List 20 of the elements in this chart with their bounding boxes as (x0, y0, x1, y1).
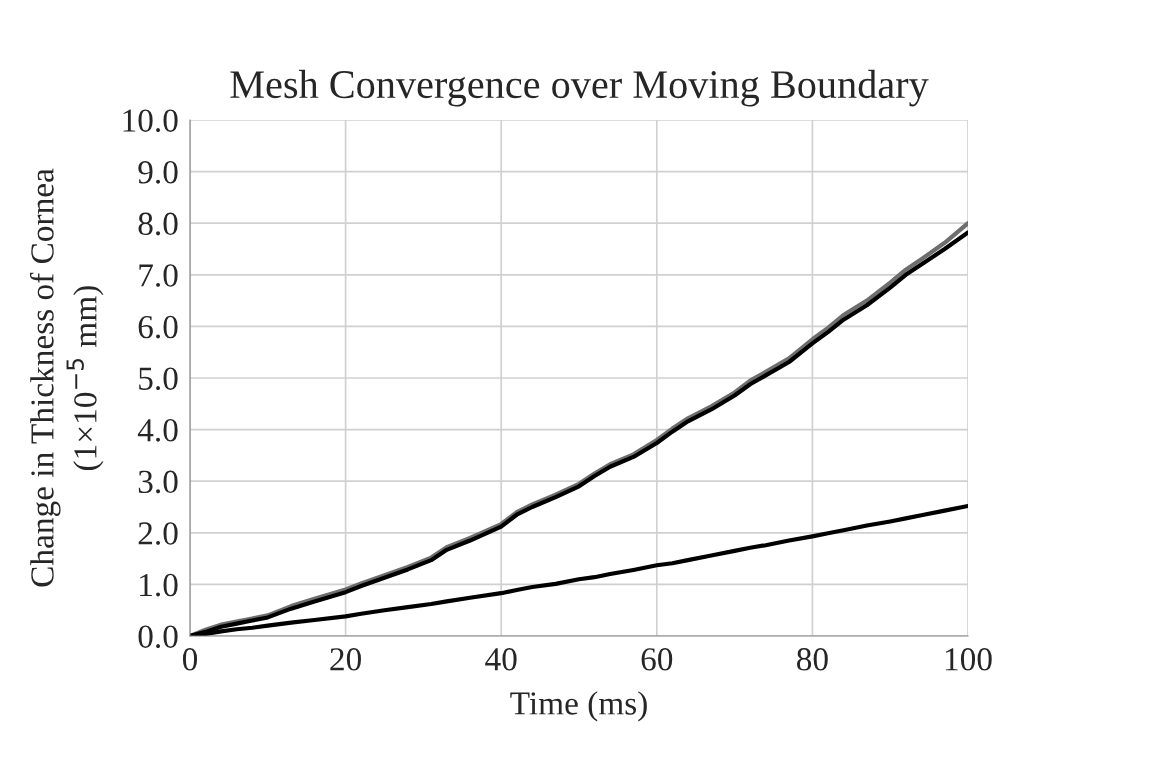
x-tick-label: 100 (945, 648, 992, 671)
y-tick-label: 0.0 (138, 625, 178, 649)
y-tick-label: 9.0 (138, 161, 178, 184)
y-tick-label: 2.0 (138, 522, 178, 545)
y-tick-label: 8.0 (138, 212, 178, 236)
y-tick-label: 6.0 (138, 315, 178, 339)
x-axis-title: Time (ms) (510, 691, 647, 722)
y-tick-label: 5.0 (139, 367, 178, 391)
x-tick-label: 60 (641, 648, 673, 671)
x-tick-label: 0 (182, 648, 198, 671)
y-tick-label: 7.0 (139, 264, 178, 287)
x-tick-label: 20 (330, 648, 361, 671)
x-tick-label: 80 (797, 648, 828, 671)
x-tick-label: 40 (485, 648, 517, 671)
y-axis-title: Change in Thickness of Cornea (1×10$^{−5}$ mm) (29, 168, 104, 587)
y-tick-label: 10.0 (123, 109, 178, 133)
y-tick-label: 3.0 (138, 470, 178, 494)
y-tick-label: 1.0 (140, 573, 178, 597)
y-tick-label: 4.0 (137, 419, 178, 442)
chart-title: Mesh Convergence over Moving Boundary (230, 69, 929, 107)
